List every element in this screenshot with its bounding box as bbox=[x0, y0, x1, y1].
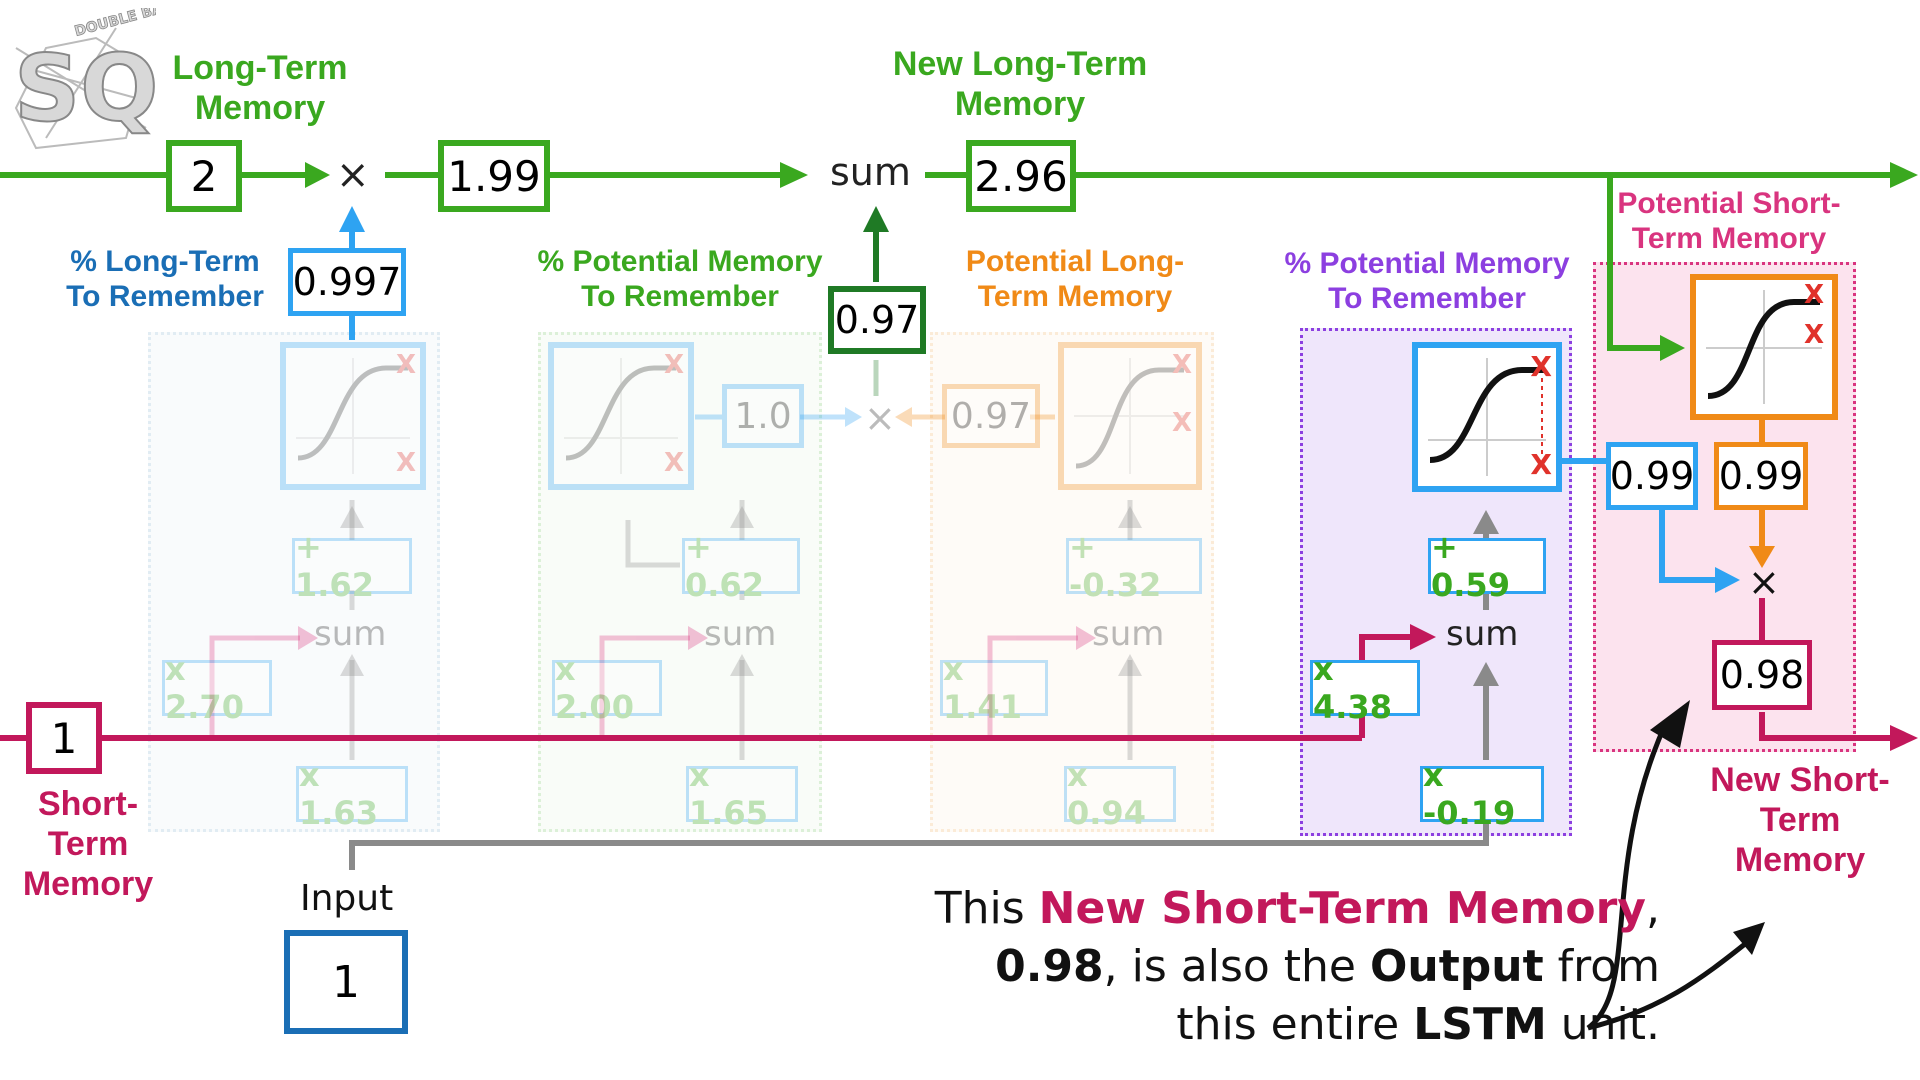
caption-output: Output bbox=[1369, 941, 1544, 992]
caption-part: from bbox=[1543, 941, 1660, 992]
tanh-curve-icon bbox=[1706, 290, 1822, 404]
caption-part: , is also the bbox=[1103, 941, 1370, 992]
short-term-memory-label: Short- Term Memory bbox=[22, 785, 154, 904]
output-bias-box: + 0.59 bbox=[1428, 528, 1546, 604]
sigmoid-curve-icon bbox=[1428, 358, 1546, 476]
output-sigmoid-x-bottom: X bbox=[1530, 448, 1552, 481]
tanh-x-top: X bbox=[1803, 280, 1824, 310]
candidate-region bbox=[930, 332, 1214, 832]
forget-stm-weight-box: x 2.70 bbox=[162, 650, 272, 726]
long-term-scaled-box: 1.99 bbox=[438, 140, 550, 212]
caption-lstm: LSTM bbox=[1413, 999, 1547, 1050]
new-long-term-memory-label: New Long-Term Memory bbox=[892, 45, 1148, 124]
sigmoid-curve-icon bbox=[296, 358, 410, 474]
caption-highlight: New Short-Term Memory bbox=[1038, 883, 1646, 934]
candidate-stm-weight-box: x 1.41 bbox=[940, 650, 1048, 726]
tanh-out-box: 0.99 bbox=[1714, 442, 1808, 510]
forget-sum-op: sum bbox=[314, 614, 387, 654]
candidate-input-weight-box: x 0.94 bbox=[1064, 756, 1176, 832]
new-short-term-box: 0.98 bbox=[1712, 640, 1812, 710]
output-sum-op: sum bbox=[1446, 614, 1519, 654]
caption-value: 0.98 bbox=[995, 941, 1104, 992]
input-gate-out-box: 1.0 bbox=[722, 384, 804, 448]
input-sigmoid-x-top: X bbox=[663, 350, 684, 380]
statquest-logo: SQ! DOUBLE BAM!! bbox=[6, 0, 201, 158]
short-term-in-box: 1 bbox=[26, 702, 102, 774]
long-term-wire bbox=[0, 172, 1895, 351]
candidate-tanh-x-bottom: X bbox=[1171, 408, 1192, 438]
potential-short-term-label: Potential Short- Term Memory bbox=[1617, 187, 1841, 256]
forget-bias-box: + 1.62 bbox=[292, 528, 412, 604]
input-label: Input bbox=[300, 878, 394, 919]
pct-long-term-label: % Long-Term To Remember bbox=[66, 245, 264, 314]
output-sigmoid-box: X X bbox=[1412, 342, 1562, 492]
candidate-tanh-x-top: X bbox=[1171, 350, 1192, 380]
caption-part: This bbox=[934, 883, 1039, 934]
logo-letters: SQ! bbox=[14, 35, 156, 142]
input-bias-box: + 0.62 bbox=[682, 528, 800, 604]
output-stm-weight-box: x 4.38 bbox=[1310, 650, 1420, 726]
long-term-memory-label: Long-Term Memory bbox=[172, 49, 348, 128]
candidate-out-box: 0.97 bbox=[942, 384, 1040, 448]
candidate-sum-op: sum bbox=[1092, 614, 1165, 654]
forget-multiply-op: × bbox=[336, 152, 370, 198]
input-sum-op: sum bbox=[704, 614, 777, 654]
caption-text: This New Short-Term Memory, 0.98, is als… bbox=[900, 880, 1660, 1054]
tanh-x-bottom: X bbox=[1803, 320, 1824, 350]
potential-contrib-box: 0.97 bbox=[828, 286, 926, 354]
tanh-curve-icon bbox=[1074, 358, 1186, 474]
middle-multiply-op: × bbox=[864, 396, 896, 440]
forget-input-weight-box: x 1.63 bbox=[296, 756, 408, 832]
long-term-arrowheads bbox=[305, 162, 1918, 361]
input-stm-weight-box: x 2.00 bbox=[552, 650, 662, 726]
sigmoid-curve-icon bbox=[564, 358, 678, 474]
forget-gate-region bbox=[148, 332, 440, 832]
caption-part: unit. bbox=[1546, 999, 1660, 1050]
input-value-box: 1 bbox=[284, 930, 408, 1034]
input-sigmoid-box: X X bbox=[548, 342, 694, 490]
long-term-in-box: 2 bbox=[166, 140, 242, 212]
pct-potential-memory-purple-label: % Potential Memory To Remember bbox=[1284, 247, 1570, 316]
forget-sigmoid-box: X X bbox=[280, 342, 426, 490]
output-input-weight-box: x -0.19 bbox=[1420, 756, 1544, 832]
output-gate-out-box: 0.99 bbox=[1606, 442, 1698, 510]
caption-part: , bbox=[1646, 883, 1660, 934]
pct-potential-memory-green-label: % Potential Memory To Remember bbox=[537, 245, 823, 314]
output-sigmoid-x-top: X bbox=[1530, 350, 1552, 383]
input-sigmoid-x-bottom: X bbox=[663, 448, 684, 478]
potential-short-tanh-box: X X bbox=[1690, 274, 1838, 420]
input-gate-region bbox=[538, 332, 822, 832]
potential-long-term-label: Potential Long- Term Memory bbox=[965, 245, 1185, 314]
forget-gate-out-box: 0.997 bbox=[288, 248, 406, 316]
new-short-term-memory-label: New Short- Term Memory bbox=[1710, 761, 1890, 880]
caption-part: this entire bbox=[1176, 999, 1414, 1050]
forget-sigmoid-x-top: X bbox=[395, 350, 416, 380]
candidate-tanh-box: X X bbox=[1058, 342, 1202, 490]
candidate-bias-box: + -0.32 bbox=[1066, 528, 1202, 604]
output-multiply-op: × bbox=[1748, 560, 1780, 604]
long-term-sum-op: sum bbox=[830, 150, 911, 194]
new-long-term-box: 2.96 bbox=[966, 140, 1076, 212]
input-input-weight-box: x 1.65 bbox=[686, 756, 798, 832]
forget-sigmoid-x-bottom: X bbox=[395, 448, 416, 478]
